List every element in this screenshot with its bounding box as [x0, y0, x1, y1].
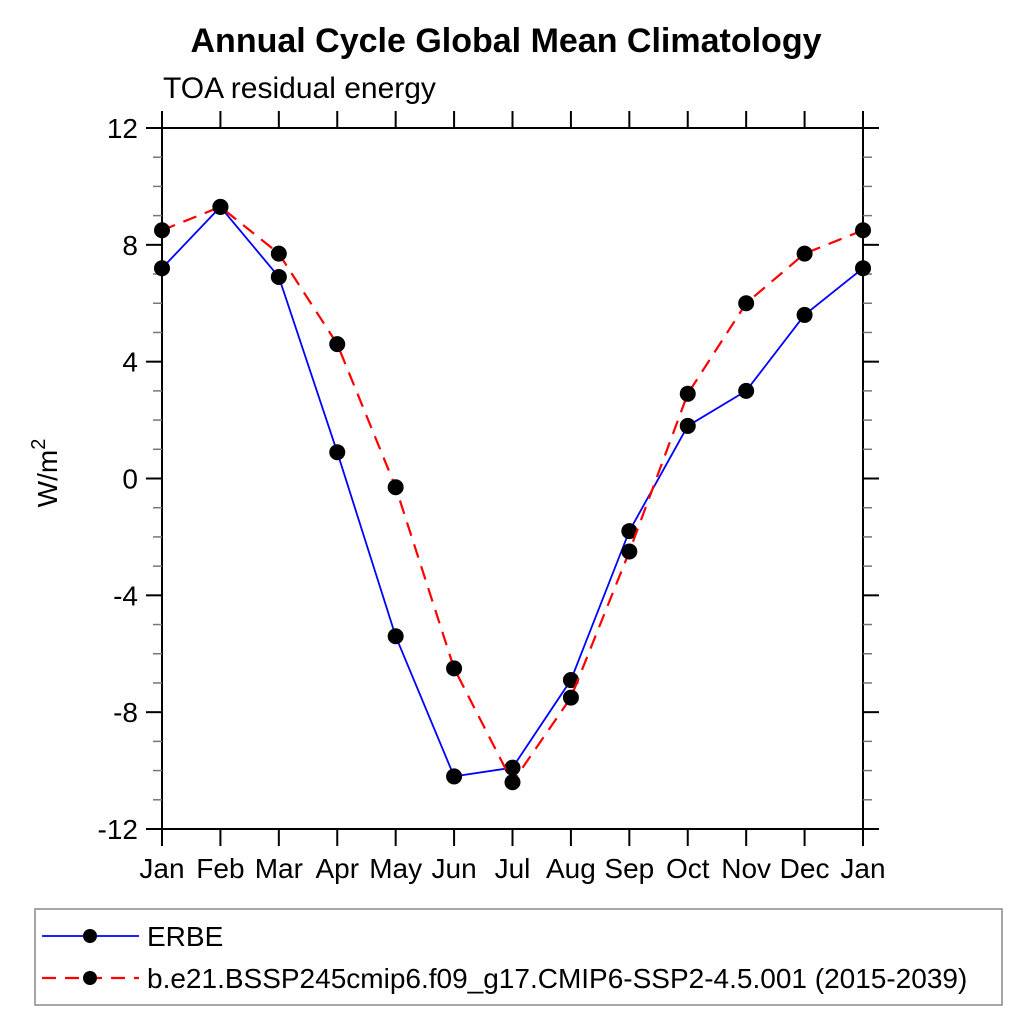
- y-tick-label: -4: [113, 580, 138, 611]
- x-tick-label: Aug: [546, 853, 596, 884]
- x-tick-label: Nov: [721, 853, 771, 884]
- x-tick-label: Feb: [196, 853, 244, 884]
- axis-ticks: [146, 111, 879, 846]
- plot-border: [161, 127, 864, 830]
- x-tick-label: Jan: [139, 853, 184, 884]
- y-tick-label: 4: [122, 347, 138, 378]
- y-axis-title-base: W/m: [32, 450, 63, 508]
- data-point-marker: [154, 260, 170, 277]
- x-tick-label: Sep: [604, 853, 654, 884]
- legend-label-model: b.e21.BSSP245cmip6.f09_g17.CMIP6-SSP2-4.…: [147, 963, 967, 994]
- x-tick-label: Jun: [432, 853, 477, 884]
- chart-title: Annual Cycle Global Mean Climatology: [191, 22, 822, 60]
- data-point-marker: [504, 759, 521, 776]
- x-tick-label: Mar: [255, 853, 303, 884]
- data-point-marker: [855, 222, 871, 239]
- data-series: [154, 198, 871, 791]
- legend-marker-model: [83, 971, 97, 985]
- axis-tick-labels: Jan Feb Mar Apr May Jun Jul Aug Sep Oct Nov Dec Jan-…: [98, 113, 886, 884]
- data-point-marker: [738, 295, 755, 312]
- data-point-marker: [679, 385, 696, 402]
- data-point-marker: [621, 523, 638, 540]
- data-point-marker: [329, 336, 346, 353]
- data-point-marker: [855, 260, 871, 277]
- data-point-marker: [387, 479, 404, 496]
- data-point-marker: [329, 444, 346, 461]
- data-point-marker: [562, 689, 579, 706]
- data-point-marker: [504, 774, 521, 791]
- y-tick-label: -8: [113, 697, 138, 728]
- data-point-marker: [270, 268, 287, 285]
- data-point-marker: [562, 672, 579, 689]
- legend: ERBE b.e21.BSSP245cmip6.f09_g17.CMIP6-SS…: [34, 908, 1003, 1006]
- data-point-marker: [446, 660, 463, 677]
- data-point-marker: [387, 628, 404, 645]
- x-tick-label: Apr: [315, 853, 359, 884]
- data-point-marker: [679, 417, 696, 434]
- x-tick-label: May: [369, 853, 422, 884]
- data-point-marker: [446, 768, 463, 785]
- data-point-marker: [621, 543, 638, 560]
- legend-label-erbe: ERBE: [147, 921, 223, 952]
- x-tick-label: Jan: [840, 853, 885, 884]
- data-point-marker: [212, 198, 229, 215]
- x-tick-label: Jul: [495, 853, 531, 884]
- y-axis-title: W/m2: [28, 439, 63, 508]
- x-tick-label: Oct: [666, 853, 710, 884]
- data-point-marker: [796, 306, 813, 323]
- data-point-marker: [796, 245, 813, 262]
- y-tick-label: 0: [122, 464, 138, 495]
- series-line-model: [161, 205, 864, 785]
- data-point-marker: [270, 245, 287, 262]
- chart-subtitle: TOA residual energy: [163, 72, 436, 105]
- data-point-marker: [154, 222, 170, 239]
- y-tick-label: 8: [122, 230, 138, 261]
- x-tick-label: Dec: [780, 853, 830, 884]
- y-axis-title-superscript: 2: [28, 439, 50, 450]
- y-tick-label: -12: [98, 814, 138, 845]
- legend-box: [34, 908, 1003, 1006]
- plot-frame: [161, 127, 864, 830]
- y-tick-label: 12: [107, 113, 138, 144]
- legend-marker-erbe: [83, 929, 97, 943]
- data-point-marker: [738, 382, 755, 399]
